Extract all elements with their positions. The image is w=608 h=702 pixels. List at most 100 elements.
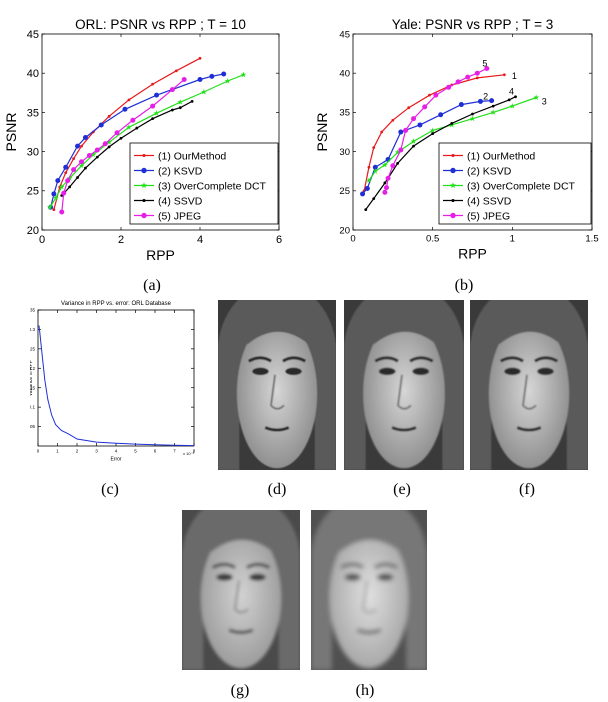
y-tick-label: 30	[27, 146, 39, 158]
y-tick-label: 45	[339, 29, 350, 40]
data-point	[367, 165, 371, 169]
data-point	[396, 161, 400, 165]
x-axis-label: Error	[110, 457, 121, 463]
data-point	[130, 117, 136, 123]
data-point	[198, 56, 202, 60]
data-point	[127, 98, 131, 102]
data-point	[446, 84, 452, 90]
x-tick-label: 0	[39, 234, 45, 246]
mouth	[356, 628, 382, 634]
right-eye	[412, 367, 430, 376]
face-image-h	[311, 510, 427, 670]
y-tick-label: 30	[339, 147, 350, 158]
data-point	[107, 145, 111, 149]
data-point	[398, 147, 404, 153]
data-point	[450, 167, 456, 174]
x-tick-label: 1.5	[585, 234, 598, 245]
face-image-f	[470, 300, 588, 470]
chart-c: 0 1 2 3 4 5 6 7 8 0.05 0.1 0.15 0.2 0.25 0.3 0.35 Varian…	[30, 301, 196, 463]
hair-right	[406, 550, 427, 670]
data-point	[181, 76, 187, 82]
y-axis-label: Variance in RPP	[30, 359, 34, 396]
data-point	[72, 157, 75, 161]
x-tick-label: 6	[154, 449, 157, 454]
hair-left	[311, 550, 332, 670]
data-point	[469, 115, 476, 122]
data-point	[71, 167, 77, 173]
fringe	[205, 525, 277, 552]
data-point	[385, 175, 391, 181]
data-point	[68, 185, 72, 189]
chart-title: ORL: PSNR vs RPP ; T = 10	[75, 17, 246, 32]
data-point	[141, 167, 147, 174]
data-point	[489, 98, 495, 104]
left-eye	[252, 367, 269, 376]
series-annotation: 4	[509, 87, 514, 97]
data-point	[383, 185, 389, 191]
data-point	[451, 153, 455, 158]
legend-entry: (4) SSVD	[158, 195, 203, 207]
nose	[269, 374, 285, 410]
legend-box	[129, 142, 279, 225]
x-axis-multiplier: x 10⁻³	[183, 451, 195, 456]
caption-h: (h)	[355, 682, 375, 699]
data-point	[240, 71, 247, 78]
series-annotation: 2	[483, 92, 488, 102]
left-eye	[504, 367, 521, 376]
right-eyebrow	[282, 356, 307, 363]
data-point	[140, 182, 148, 189]
data-point	[119, 136, 123, 140]
nose	[396, 374, 412, 410]
data-point	[90, 151, 97, 158]
right-eyebrow	[409, 356, 434, 363]
nose	[361, 580, 377, 614]
left-eye	[216, 573, 233, 581]
data-point	[412, 144, 415, 148]
y-tick-label: 0.05	[30, 424, 35, 429]
y-tick-label: 0.25	[30, 346, 35, 351]
data-point	[95, 155, 99, 159]
data-point	[190, 100, 194, 103]
x-axis-label: RPP	[458, 246, 487, 262]
data-point	[391, 118, 395, 122]
series-line	[363, 74, 505, 191]
x-tick-label: 0	[350, 234, 355, 245]
hair-right	[566, 342, 588, 470]
x-tick-label: 1	[510, 234, 515, 245]
hair-left	[218, 342, 240, 470]
data-point	[170, 108, 174, 112]
data-point	[126, 124, 132, 130]
data-point	[197, 76, 203, 82]
right-eye	[377, 573, 394, 581]
legend-entry: (3) OverComplete DCT	[158, 180, 267, 192]
data-point	[490, 109, 497, 115]
nose	[521, 374, 537, 410]
data-point	[382, 161, 388, 168]
right-eyebrow	[246, 562, 271, 569]
data-point	[407, 106, 411, 110]
right-eyebrow	[534, 356, 559, 363]
left-eyebrow	[247, 356, 272, 363]
data-point	[63, 164, 69, 170]
mouth	[264, 426, 290, 432]
data-point	[86, 153, 92, 159]
data-point	[58, 183, 65, 190]
y-tick-label: 40	[339, 69, 350, 80]
right-eye	[285, 367, 302, 376]
x-axis-label: RPP	[146, 247, 175, 263]
x-tick-label: 7	[173, 449, 176, 454]
data-point	[169, 87, 175, 93]
mouth	[228, 628, 254, 634]
x-tick-label: 2	[76, 449, 79, 454]
caption-g: (g)	[230, 682, 250, 699]
data-point	[431, 132, 435, 135]
data-point	[142, 198, 146, 203]
y-tick-label: 20	[339, 225, 350, 236]
left-eyebrow	[340, 562, 364, 569]
data-point	[80, 144, 83, 148]
legend-entry: (1) OurMethod	[158, 150, 226, 162]
data-point	[84, 166, 87, 170]
legend-entry: (2) KSVD	[158, 165, 203, 177]
data-point	[174, 69, 178, 73]
data-point	[450, 121, 454, 125]
